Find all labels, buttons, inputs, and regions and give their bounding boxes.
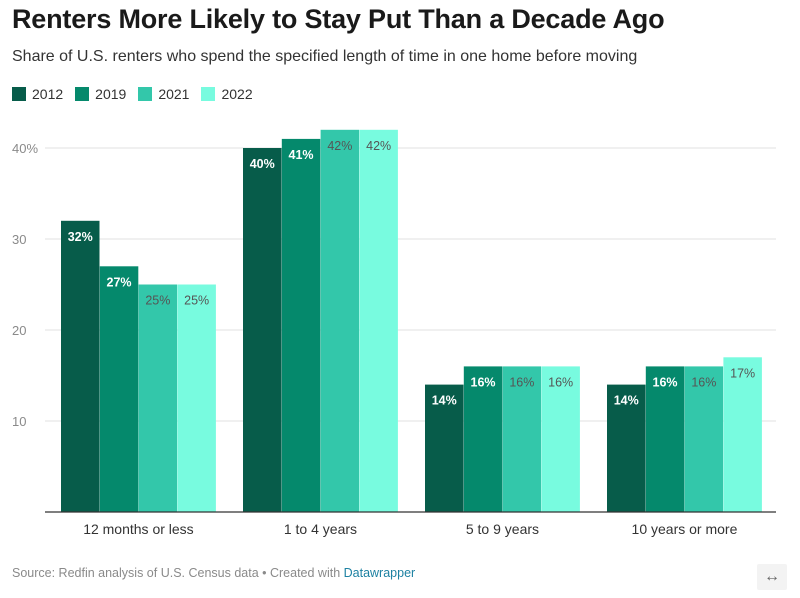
chart-legend: 2012 2019 2021 2022 <box>12 86 265 102</box>
bar <box>359 129 398 513</box>
bar <box>463 366 503 512</box>
data-label: 17% <box>730 366 755 380</box>
y-tick-label: 40% <box>12 141 38 156</box>
legend-label: 2021 <box>158 86 190 102</box>
x-tick-label: 5 to 9 years <box>466 521 539 537</box>
legend-swatch <box>201 87 216 101</box>
data-label: 27% <box>107 275 132 289</box>
data-label: 16% <box>653 375 678 389</box>
bar <box>243 148 282 512</box>
data-label: 14% <box>614 394 639 408</box>
y-tick-label: 20 <box>12 323 26 338</box>
data-label: 16% <box>471 375 496 389</box>
bar <box>684 366 724 512</box>
chart-footer: Source: Redfin analysis of U.S. Census d… <box>12 566 415 580</box>
bar <box>541 366 580 512</box>
bar <box>607 384 646 512</box>
data-label: 16% <box>691 375 716 389</box>
source-note: Source: Redfin analysis of U.S. Census d… <box>12 566 344 580</box>
resize-icon[interactable]: ↔ <box>757 564 787 590</box>
legend-item-2021: 2021 <box>138 86 189 102</box>
bar <box>99 266 139 512</box>
legend-label: 2012 <box>32 86 64 102</box>
data-label: 16% <box>509 375 534 389</box>
legend-swatch <box>138 87 153 101</box>
legend-label: 2022 <box>221 86 253 102</box>
legend-label: 2019 <box>95 86 127 102</box>
x-tick-label: 12 months or less <box>83 521 194 537</box>
bar <box>320 129 360 513</box>
legend-swatch <box>75 87 90 101</box>
data-label: 41% <box>289 148 314 162</box>
data-label: 42% <box>327 139 352 153</box>
data-label: 16% <box>548 375 573 389</box>
legend-item-2019: 2019 <box>75 86 126 102</box>
y-tick-label: 10 <box>12 414 26 429</box>
data-label: 14% <box>432 394 457 408</box>
chart-title: Renters More Likely to Stay Put Than a D… <box>12 4 665 34</box>
bar <box>61 220 100 513</box>
bar <box>281 138 321 512</box>
bar-chart: 10 20 30 40% 32% 27% 25% 25% 12 months or less 40… <box>12 129 776 537</box>
bar <box>138 284 178 512</box>
data-label: 40% <box>250 157 275 171</box>
bar <box>177 284 216 512</box>
data-label: 25% <box>145 294 170 308</box>
y-tick-label: 30 <box>12 232 26 247</box>
x-tick-label: 10 years or more <box>632 521 738 537</box>
legend-item-2022: 2022 <box>201 86 253 102</box>
chart-subtitle: Share of U.S. renters who spend the spec… <box>12 48 638 65</box>
datawrapper-link[interactable]: Datawrapper <box>343 566 416 580</box>
bar <box>723 357 762 512</box>
legend-swatch <box>12 87 26 101</box>
data-label: 42% <box>366 139 391 153</box>
data-label: 25% <box>184 294 209 308</box>
x-tick-label: 1 to 4 years <box>284 521 357 537</box>
bar <box>425 384 464 512</box>
legend-item-2012: 2012 <box>12 86 63 102</box>
bar <box>645 366 685 512</box>
data-label: 32% <box>68 230 93 244</box>
bar <box>502 366 542 512</box>
